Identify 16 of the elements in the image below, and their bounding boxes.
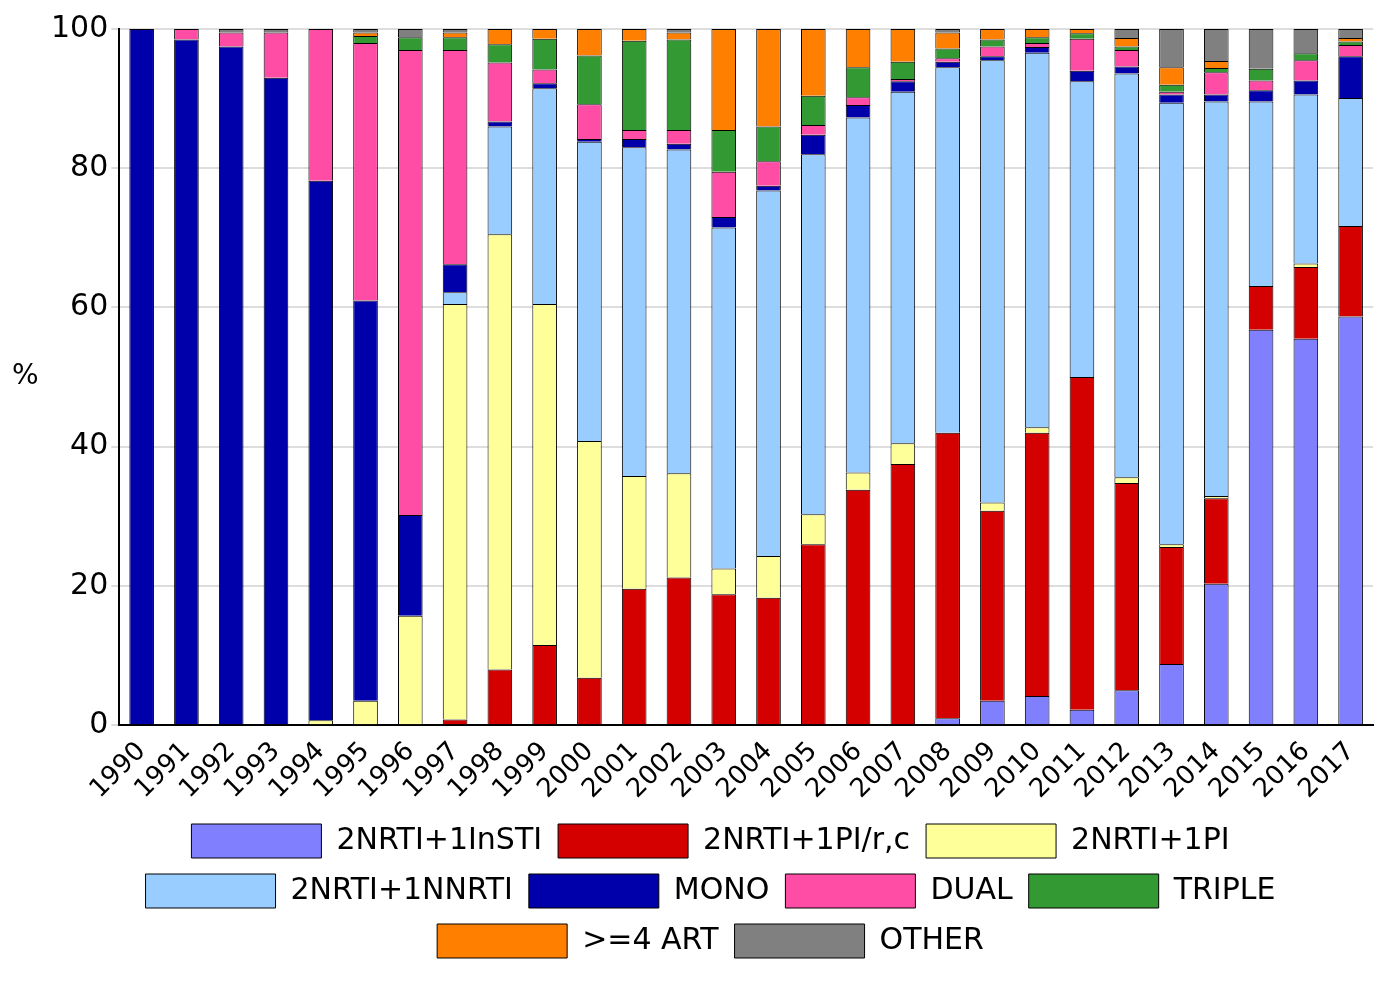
legend-label: 2NRTI+1PI/r,c [703,820,911,856]
y-tick-label: 80 [70,148,109,184]
y-tick-label: 60 [70,287,109,323]
y-tick-label: 20 [70,565,109,601]
y-axis-title: % [12,358,39,392]
legend-label: TRIPLE [1172,870,1276,906]
legend-label: OTHER [879,920,984,956]
legend-label: 2NRTI+1NNRTI [290,870,513,906]
legend-label: DUAL [930,870,1013,906]
y-tick-label: 40 [70,426,109,462]
y-tick-label: 0 [89,704,109,740]
y-tick-label: 100 [51,8,109,44]
legend-label: 2NRTI+1InSTI [336,820,543,856]
legend-label: MONO [673,870,770,906]
legend-label: >=4 ART [582,920,720,956]
legend-label: 2NRTI+1PI [1071,820,1230,856]
